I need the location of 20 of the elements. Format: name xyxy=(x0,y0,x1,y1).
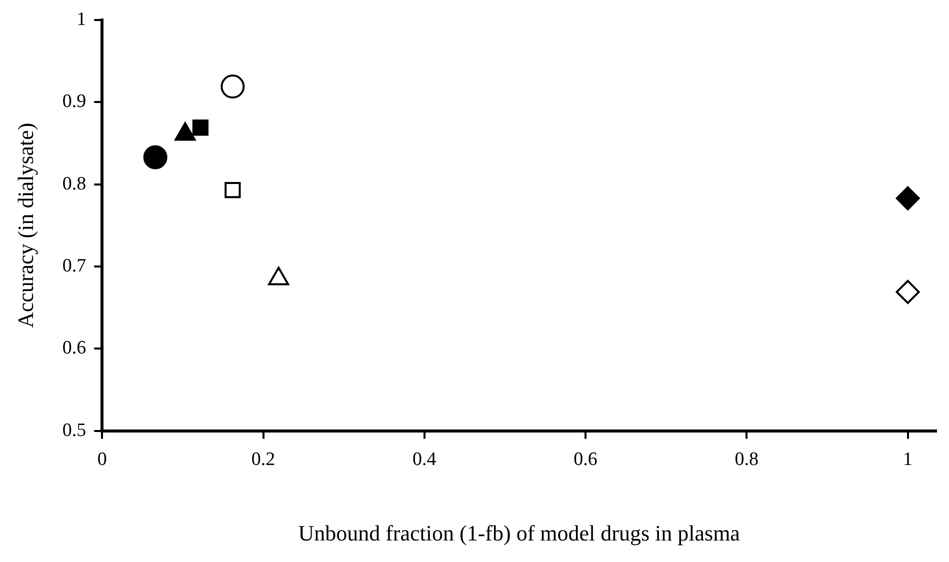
y-tick-label: 0.7 xyxy=(62,255,86,276)
point xyxy=(192,120,209,136)
x-tick-label: 1 xyxy=(903,449,913,470)
x-tick-label: 0.8 xyxy=(734,449,759,470)
y-tick-label: 1 xyxy=(76,8,86,30)
y-axis-title: Accuracy (in dialysate) xyxy=(12,122,38,328)
point xyxy=(224,182,241,198)
y-tick-label: 0.5 xyxy=(62,420,86,441)
x-axis-title: Unbound fraction (1-fb) of model drugs in plasma xyxy=(298,520,740,546)
point xyxy=(220,74,245,99)
point xyxy=(896,186,920,210)
point xyxy=(143,145,168,170)
y-tick-label: 0.8 xyxy=(62,173,86,194)
x-tick-label: 0.2 xyxy=(251,449,276,470)
y-tick-label: 0.9 xyxy=(62,91,86,112)
x-tick-label: 0.6 xyxy=(574,449,598,470)
point xyxy=(896,280,920,304)
y-tick-label: 0.6 xyxy=(62,338,86,359)
x-tick-label: 0.4 xyxy=(412,449,437,470)
x-tick-label: 0 xyxy=(97,449,107,470)
